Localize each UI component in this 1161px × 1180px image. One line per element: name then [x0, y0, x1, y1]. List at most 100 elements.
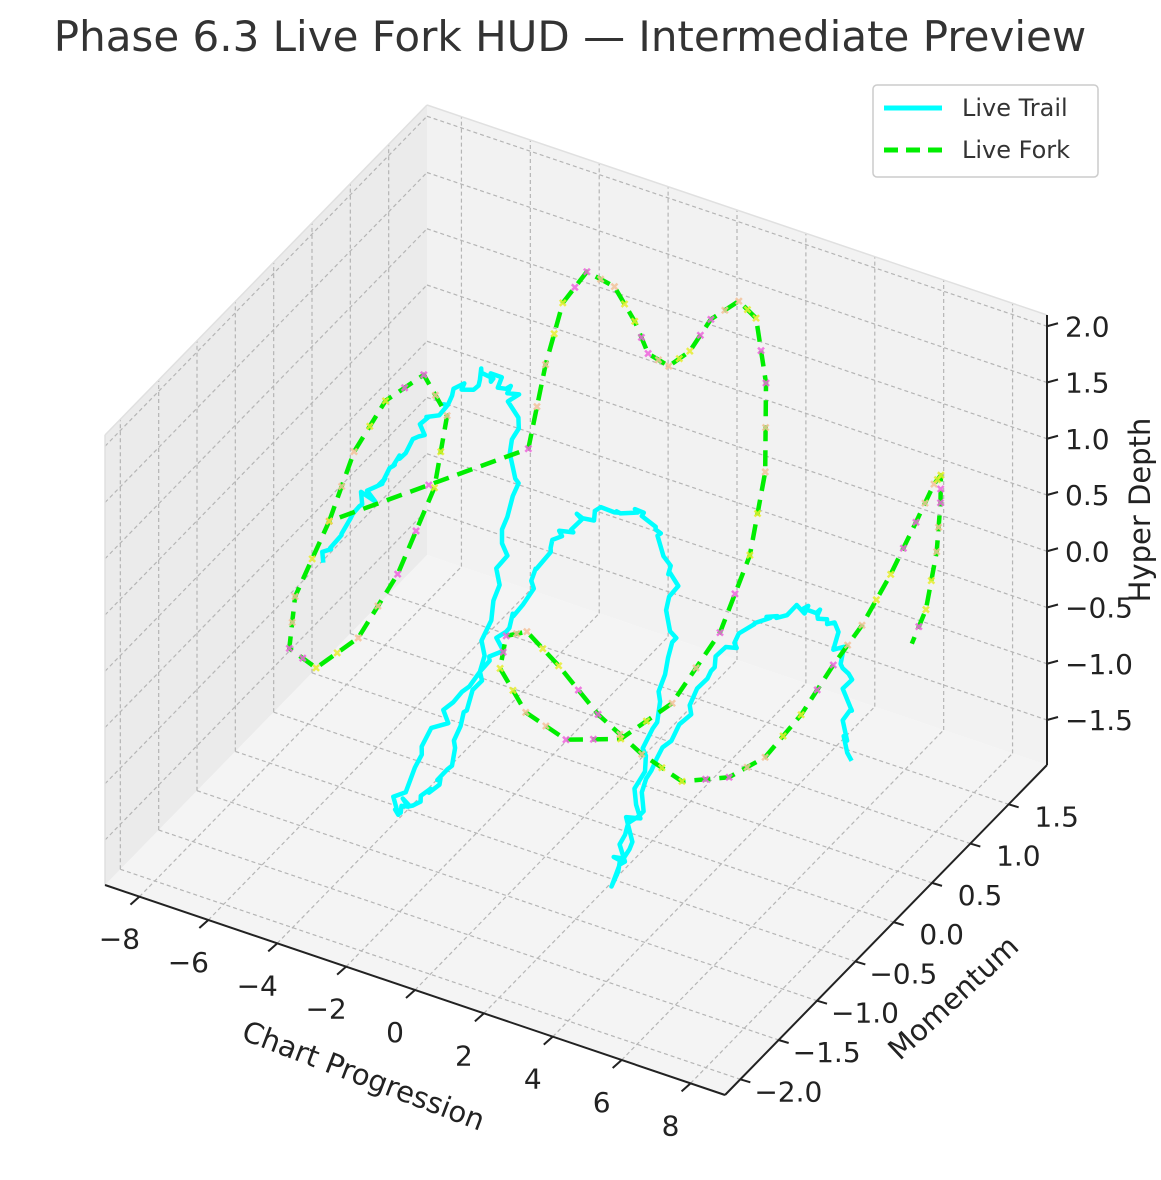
- fork-marker: [779, 732, 787, 740]
- fork-marker: [761, 468, 770, 476]
- fork-marker: [524, 444, 533, 453]
- x-tick-label: 2: [455, 1039, 473, 1072]
- x-tick: [336, 965, 347, 976]
- fork-marker: [743, 305, 752, 314]
- fork-marker: [912, 518, 920, 527]
- fork-marker: [350, 447, 358, 456]
- fork-marker: [589, 735, 598, 744]
- z-tick-label: 0.0: [1065, 535, 1110, 568]
- fork-marker: [762, 379, 770, 387]
- fork-marker: [583, 267, 591, 276]
- y-tick-label: −2.0: [754, 1075, 822, 1108]
- fork-marker: [381, 396, 390, 405]
- fork-marker: [496, 664, 504, 673]
- fork-marker: [419, 370, 428, 379]
- fork-marker: [325, 517, 334, 526]
- fork-marker: [644, 349, 652, 358]
- z-tick: [1046, 547, 1059, 553]
- fork-marker: [502, 632, 511, 640]
- fork-marker: [288, 618, 297, 627]
- fork-marker: [696, 331, 705, 340]
- y-tick: [740, 1078, 751, 1084]
- fork-marker: [692, 664, 700, 672]
- fork-marker: [668, 699, 676, 708]
- fork-marker: [533, 402, 541, 411]
- fork-marker: [424, 481, 433, 489]
- fork-marker: [752, 314, 760, 323]
- z-tick: [1046, 716, 1059, 721]
- fork-marker: [914, 622, 923, 631]
- fork-marker: [813, 685, 822, 694]
- fork-marker: [675, 354, 684, 363]
- fork-marker: [934, 523, 943, 532]
- fork-marker: [936, 498, 945, 507]
- fork-marker: [562, 735, 570, 744]
- fork-marker: [308, 554, 317, 563]
- y-tick-label: −1.5: [793, 1036, 861, 1069]
- fork-marker: [596, 275, 605, 284]
- fork-marker: [843, 641, 852, 650]
- x-tick: [198, 919, 209, 929]
- z-axis-label: Hyper Depth: [1123, 418, 1157, 603]
- x-tick-label: −2: [305, 993, 346, 1026]
- fork-marker: [312, 663, 320, 672]
- side-pane: [105, 105, 427, 885]
- fork-marker: [734, 297, 743, 305]
- x-tick-label: −8: [99, 923, 140, 956]
- fork-marker: [354, 634, 363, 642]
- legend-label-live-trail: Live Trail: [962, 94, 1068, 122]
- fork-marker: [637, 750, 646, 758]
- x-tick: [474, 1012, 485, 1023]
- fork-marker: [570, 283, 579, 292]
- z-tick-label: 1.5: [1065, 367, 1110, 400]
- y-tick: [855, 960, 866, 966]
- z-tick-label: −1.0: [1065, 648, 1133, 681]
- z-tick: [1046, 659, 1059, 665]
- z-tick: [1046, 378, 1059, 384]
- x-tick: [543, 1035, 554, 1046]
- fork-marker: [716, 628, 724, 637]
- fork-marker: [936, 485, 945, 493]
- fork-marker: [333, 649, 342, 657]
- z-tick-label: −0.5: [1065, 592, 1133, 625]
- fork-marker: [291, 592, 299, 601]
- fork-marker: [642, 717, 651, 725]
- z-tick-label: −1.5: [1065, 704, 1133, 737]
- fork-marker: [927, 576, 936, 585]
- x-tick: [129, 895, 141, 906]
- fork-marker: [393, 570, 402, 579]
- fork-marker: [761, 423, 770, 432]
- y-tick-label: 0.5: [958, 879, 1003, 912]
- series-layer: [285, 267, 945, 889]
- y-tick: [778, 1039, 789, 1044]
- fork-marker: [550, 329, 559, 338]
- fork-marker: [731, 590, 739, 598]
- fork-marker: [285, 644, 294, 653]
- fork-marker: [720, 306, 729, 315]
- fork-marker: [436, 447, 445, 456]
- fork-marker: [678, 777, 686, 786]
- fork-marker: [431, 391, 440, 400]
- fork-marker: [872, 595, 881, 604]
- z-tick: [1046, 322, 1059, 328]
- fork-marker: [298, 654, 307, 663]
- fork-marker: [922, 605, 930, 614]
- fork-marker: [542, 722, 550, 730]
- fork-marker: [937, 471, 945, 480]
- fork-marker: [512, 629, 521, 638]
- y-tick-label: 0.0: [919, 918, 964, 951]
- y-tick: [931, 881, 943, 887]
- z-tick-label: 0.5: [1065, 479, 1110, 512]
- fork-marker: [620, 300, 629, 308]
- x-axis-label: Chart Progression: [238, 1014, 490, 1138]
- y-tick: [816, 999, 828, 1005]
- fork-marker: [707, 315, 715, 324]
- fork-marker: [610, 282, 619, 291]
- fork-marker: [658, 763, 666, 772]
- fork-marker: [829, 661, 838, 669]
- x-tick: [612, 1059, 623, 1069]
- fork-marker: [374, 602, 382, 610]
- z-tick: [1046, 603, 1059, 609]
- axis-panes: [105, 105, 1047, 1095]
